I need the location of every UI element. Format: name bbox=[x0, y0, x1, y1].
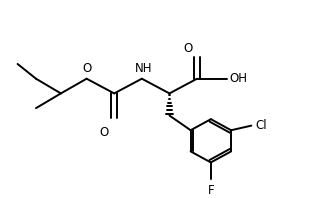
Text: O: O bbox=[82, 62, 91, 75]
Text: OH: OH bbox=[229, 72, 247, 85]
Text: O: O bbox=[183, 42, 192, 55]
Text: NH: NH bbox=[135, 62, 153, 75]
Text: Cl: Cl bbox=[255, 119, 267, 132]
Text: F: F bbox=[208, 184, 214, 197]
Text: O: O bbox=[99, 126, 109, 139]
